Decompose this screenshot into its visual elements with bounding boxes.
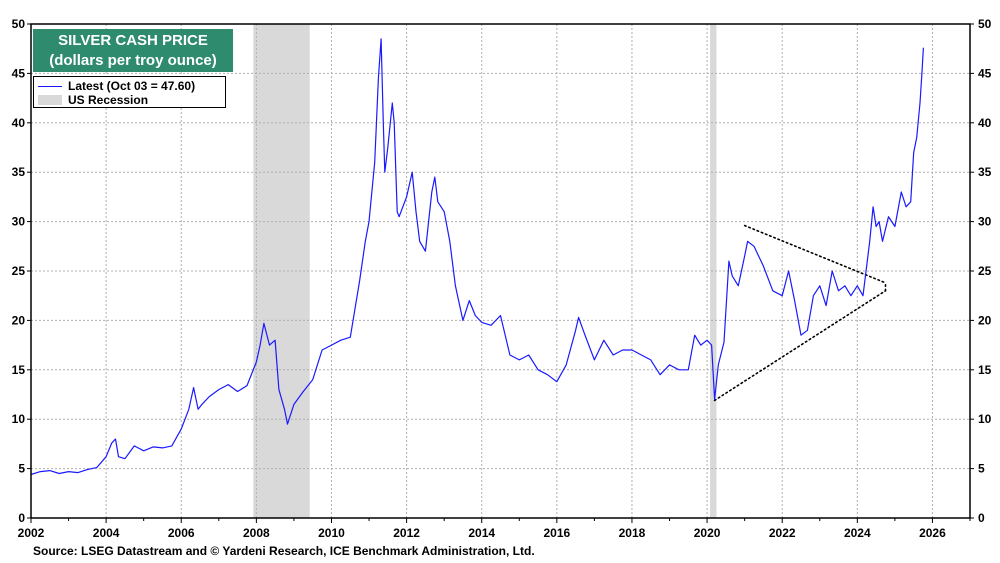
x-tick-label: 2014 xyxy=(468,526,495,540)
x-tick-label: 2022 xyxy=(769,526,796,540)
x-tick-label: 2004 xyxy=(93,526,120,540)
chart-title: SILVER CASH PRICE xyxy=(58,32,208,49)
y-tick-label-left: 10 xyxy=(12,412,26,426)
y-tick-label-left: 35 xyxy=(12,165,26,179)
source-note: Source: LSEG Datastream and © Yardeni Re… xyxy=(33,544,535,558)
y-tick-label-right: 35 xyxy=(978,165,992,179)
chart-subtitle: (dollars per troy ounce) xyxy=(49,52,217,69)
legend-line-swatch xyxy=(38,85,62,87)
series-line-silver xyxy=(30,38,924,476)
x-tick-label: 2026 xyxy=(919,526,946,540)
x-tick-label: 2006 xyxy=(168,526,195,540)
y-tick-label-right: 40 xyxy=(978,116,992,130)
y-tick-label-right: 30 xyxy=(978,215,992,229)
y-tick-label-left: 0 xyxy=(18,511,25,525)
y-tick-label-right: 10 xyxy=(978,412,992,426)
trend-line xyxy=(743,224,887,284)
series-layer xyxy=(30,38,924,476)
y-tick-label-left: 25 xyxy=(12,264,26,278)
trend-annotations xyxy=(713,224,887,402)
x-tick-label: 2020 xyxy=(694,526,721,540)
y-tick-label-right: 15 xyxy=(978,363,992,377)
y-tick-label-right: 45 xyxy=(978,66,992,80)
y-tick-label-right: 20 xyxy=(978,313,992,327)
y-tick-label-left: 40 xyxy=(12,116,26,130)
x-tick-label: 2018 xyxy=(619,526,646,540)
y-tick-label-left: 5 xyxy=(18,462,25,476)
y-tick-label-left: 20 xyxy=(12,313,26,327)
legend-item-recession: US Recession xyxy=(38,93,148,107)
legend-recession-swatch xyxy=(38,95,62,105)
x-tick-label: 2002 xyxy=(18,526,45,540)
x-tick-label: 2008 xyxy=(243,526,270,540)
recession-band xyxy=(253,24,310,518)
y-tick-label-left: 50 xyxy=(12,17,26,31)
legend-recession-label: US Recession xyxy=(68,93,149,107)
x-tick-label: 2012 xyxy=(393,526,420,540)
legend: Latest (Oct 03 = 47.60) US Recession xyxy=(33,76,226,108)
trend-line xyxy=(713,289,887,402)
y-tick-label-left: 30 xyxy=(12,215,26,229)
y-tick-label-right: 5 xyxy=(978,462,985,476)
y-tick-label-right: 0 xyxy=(978,511,985,525)
x-tick-label: 2024 xyxy=(844,526,871,540)
legend-latest-label: Latest (Oct 03 = 47.60) xyxy=(68,79,196,93)
y-tick-label-right: 25 xyxy=(978,264,992,278)
chart-title-box: SILVER CASH PRICE (dollars per troy ounc… xyxy=(33,29,233,72)
y-tick-label-left: 15 xyxy=(12,363,26,377)
legend-item-latest: Latest (Oct 03 = 47.60) xyxy=(38,79,195,93)
y-tick-label-left: 45 xyxy=(12,66,26,80)
grid-lines xyxy=(31,24,970,518)
x-tick-label: 2010 xyxy=(318,526,345,540)
x-tick-label: 2016 xyxy=(543,526,570,540)
recession-band xyxy=(710,24,717,518)
y-tick-label-right: 50 xyxy=(978,17,992,31)
